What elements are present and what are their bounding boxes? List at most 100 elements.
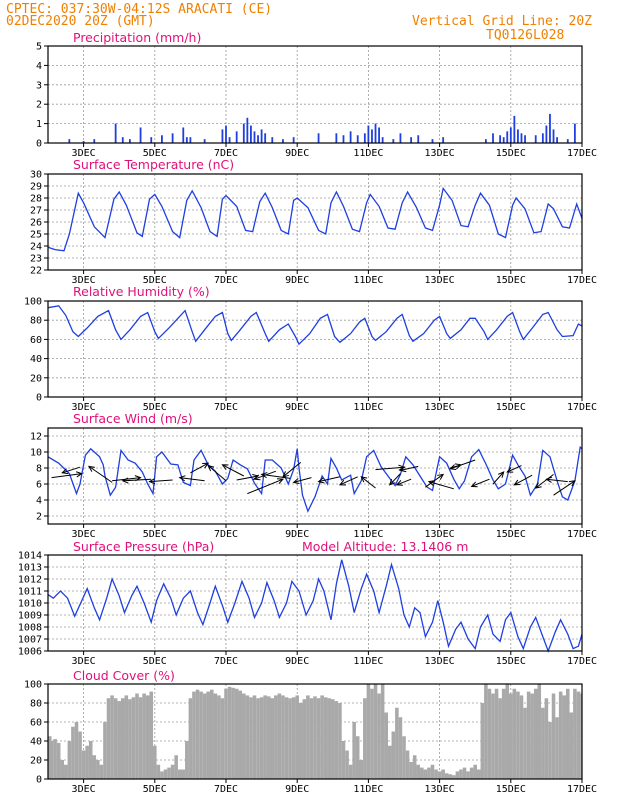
cloud-bar xyxy=(174,755,178,779)
x-tick-label: 13DEC xyxy=(425,784,455,795)
cloud-bar xyxy=(74,722,79,779)
wind-vector-arrow xyxy=(260,472,291,479)
precip-bar xyxy=(399,133,402,143)
cloud-bar xyxy=(370,688,374,779)
cloud-bar xyxy=(384,712,388,779)
wind-arrow-shaft xyxy=(261,473,291,479)
wind-vector-arrow xyxy=(513,474,533,486)
x-tick-label: 17DEC xyxy=(567,148,597,159)
y-tick-label: 80 xyxy=(30,699,42,710)
pressure-line xyxy=(47,559,583,653)
precip-bar xyxy=(549,113,551,143)
x-tick-label: 7DEC xyxy=(214,529,238,540)
cloud-bar xyxy=(238,690,243,779)
y-tick-label: 2 xyxy=(36,512,42,523)
precipitation-title: Precipitation (mm/h) xyxy=(73,30,201,45)
cloud-bar xyxy=(188,698,193,779)
x-tick-label: 11DEC xyxy=(353,402,383,413)
precip-bar xyxy=(484,139,487,143)
wind-vector-arrow xyxy=(247,478,285,495)
x-tick-label: 3DEC xyxy=(72,529,96,540)
wind-arrow-shaft xyxy=(179,477,205,482)
wind-arrow-shaft xyxy=(282,462,302,478)
cloud-bar xyxy=(160,771,164,779)
temperature-title: Surface Temperature (nC) xyxy=(73,157,234,172)
cloud-bar xyxy=(309,698,314,779)
cloud-bar xyxy=(252,695,257,779)
temperature-line xyxy=(47,186,583,252)
wind-vector-arrow xyxy=(51,471,83,479)
wind-arrow-shaft xyxy=(236,475,259,481)
cloud-bar xyxy=(448,774,453,779)
x-tick-label: 13DEC xyxy=(425,529,455,540)
precip-bar xyxy=(509,127,512,143)
y-tick-label: 29 xyxy=(30,182,42,193)
wind-arrow-head xyxy=(178,475,186,482)
precip-bar xyxy=(171,133,174,143)
precip-bar xyxy=(150,137,153,143)
x-tick-label: 5DEC xyxy=(143,275,167,286)
cloud-bar xyxy=(206,691,210,779)
cloud-bar xyxy=(380,684,385,779)
cloud-bar xyxy=(544,698,549,779)
wind-arrow-head xyxy=(317,477,325,484)
y-tick-label: 1008 xyxy=(18,623,42,634)
cloud-bar xyxy=(277,693,282,779)
wind-vector-arrow xyxy=(534,474,554,489)
x-tick-label: 11DEC xyxy=(353,656,383,667)
wind-vector-arrow xyxy=(470,478,490,488)
y-tick-label: 1012 xyxy=(18,575,42,586)
cloud-bar xyxy=(135,693,139,779)
precip-bar xyxy=(114,123,117,143)
y-tick-label: 1013 xyxy=(18,563,42,574)
wind-vector-arrow xyxy=(553,480,576,496)
cloud-bar xyxy=(49,741,54,779)
precip-bar xyxy=(371,129,373,143)
precip-bar xyxy=(356,135,359,143)
cloud-bar xyxy=(476,769,481,779)
cloud-bar xyxy=(498,698,502,779)
wind-arrow-head xyxy=(388,478,396,486)
wind-arrow-shaft xyxy=(450,459,476,470)
cloud-bar xyxy=(373,684,378,779)
cloud-bar xyxy=(331,699,335,779)
wind-arrow-head xyxy=(292,478,300,485)
wind-vector-arrow xyxy=(317,476,341,484)
wind-vector-arrow xyxy=(360,476,376,489)
cloud-bar xyxy=(263,695,267,779)
cloud-bar xyxy=(131,697,136,779)
cloud-bar xyxy=(573,688,577,779)
wind-arrow-head xyxy=(534,482,542,489)
wind-arrow-shaft xyxy=(400,465,419,471)
cloud-bar xyxy=(266,696,271,779)
precip-bar xyxy=(335,133,338,143)
precip-bar xyxy=(556,137,558,143)
wind-arrow-shaft xyxy=(360,476,376,489)
cloud-bar xyxy=(199,691,203,779)
wind-arrow-shaft xyxy=(122,478,152,482)
precip-bar xyxy=(282,139,284,143)
cloud-bar xyxy=(64,764,68,779)
x-tick-label: 17DEC xyxy=(567,784,597,795)
x-tick-label: 9DEC xyxy=(285,784,309,795)
y-tick-label: 4 xyxy=(36,61,42,72)
precip-bar xyxy=(121,137,124,143)
cloud-bar xyxy=(484,684,488,779)
wind-arrow-head xyxy=(75,471,83,478)
wind-vector-arrow xyxy=(492,471,505,485)
wind-vector-arrow xyxy=(178,475,205,482)
cloud-bar xyxy=(512,688,517,779)
cloud-bar xyxy=(167,767,171,779)
x-tick-label: 3DEC xyxy=(72,784,96,795)
cloud-bar xyxy=(452,775,456,779)
y-tick-label: 24 xyxy=(30,242,42,253)
cloud-bar xyxy=(327,698,332,779)
precip-bar xyxy=(260,129,263,143)
y-tick-label: 40 xyxy=(30,354,42,365)
cloud-bar xyxy=(213,693,218,779)
y-tick-label: 28 xyxy=(30,194,42,205)
wind-arrow-head xyxy=(399,466,407,473)
cloud-bar xyxy=(67,741,72,779)
wind-arrow-shaft xyxy=(149,479,173,483)
